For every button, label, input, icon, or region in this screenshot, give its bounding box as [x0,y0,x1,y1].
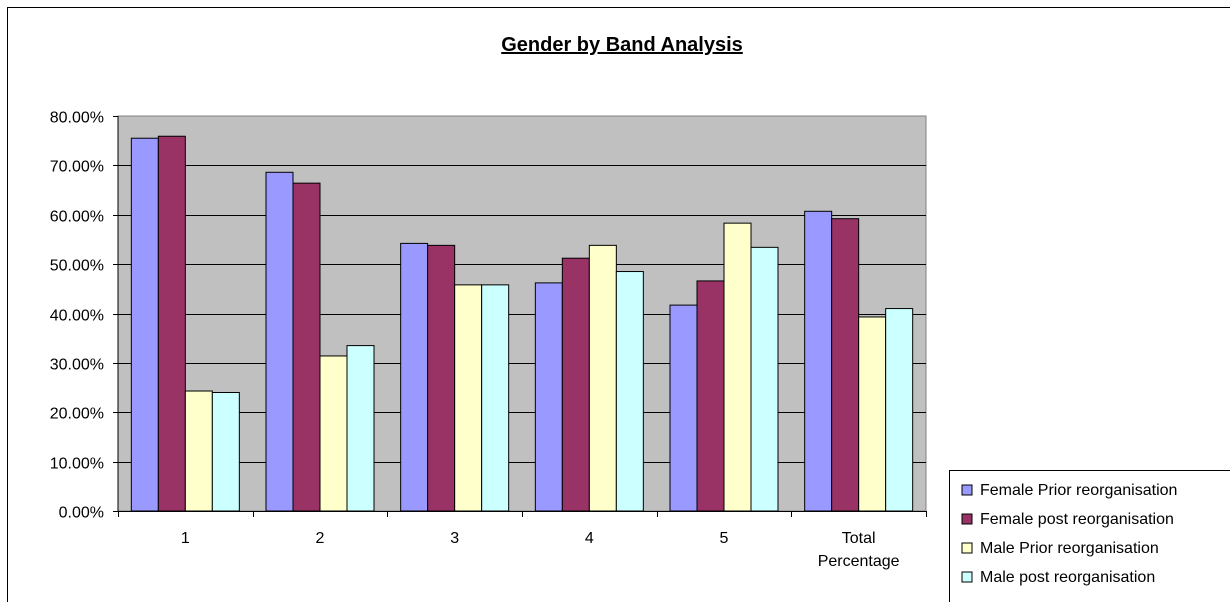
bar [588,244,617,512]
y-tick-label: 60.00% [50,209,104,226]
legend-label: Male Prior reorganisation [980,540,1159,557]
bar [750,246,779,512]
bar [454,284,483,512]
x-tick-label: Total [842,530,876,547]
bar [534,282,563,512]
legend-label: Female Prior reorganisation [980,482,1177,499]
bar [184,390,213,512]
legend-swatch [961,513,973,525]
bar [346,345,375,512]
plot-background [117,115,927,512]
bar [481,284,510,512]
bar [669,304,698,512]
legend-swatch [961,542,973,554]
x-tick-label: 2 [316,530,325,547]
y-tick-label: 10.00% [50,456,104,473]
bar [265,171,294,512]
x-tick-label: Percentage [818,553,900,570]
x-tick-label: 5 [720,530,729,547]
y-tick-label: 80.00% [50,110,104,127]
bar [696,280,725,512]
chart-frame [7,7,1230,602]
bar [561,257,590,512]
legend: Female Prior reorganisation Female post r… [949,470,1230,602]
bar [400,242,429,512]
bar [427,244,456,512]
bar [292,182,321,512]
y-tick-label: 30.00% [50,357,104,374]
y-tick-label: 20.00% [50,406,104,423]
bar [615,271,644,512]
x-tick-label: 3 [450,530,459,547]
legend-label: Male post reorganisation [980,569,1155,586]
legend-swatch [961,571,973,583]
legend-box [949,470,1230,602]
bar [723,222,752,512]
legend-swatch [961,484,973,496]
y-tick-label: 0.00% [59,505,104,522]
chart-title: Gender by Band Analysis [501,34,743,56]
bar [831,218,860,512]
bar [804,210,833,512]
bar [130,137,159,512]
x-tick-label: 1 [181,530,190,547]
y-tick-label: 70.00% [50,159,104,176]
legend-label: Female post reorganisation [980,511,1174,528]
plot-area: 0.00% 10.00% 20.00% 30.00% 40.00% 50.00% 60.00… [50,110,927,570]
bar [211,392,240,512]
x-tick-label: 4 [585,530,594,547]
y-tick-label: 50.00% [50,258,104,275]
bar [319,355,348,512]
y-tick-label: 40.00% [50,308,104,325]
bar [858,316,887,512]
bar [157,135,186,512]
bar [885,308,914,512]
